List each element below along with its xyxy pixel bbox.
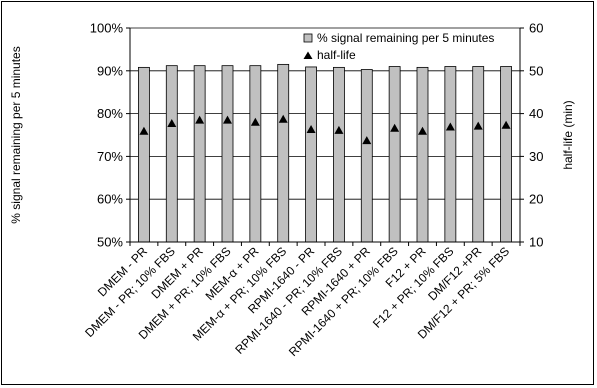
half-life-marker — [167, 119, 177, 128]
bar — [305, 66, 317, 243]
bar — [277, 63, 290, 243]
y-tick-label-right: 30 — [529, 149, 543, 164]
half-life-marker — [223, 115, 232, 124]
legend-bar-label: % signal remaining per 5 minutes — [317, 31, 494, 45]
axes — [126, 27, 524, 246]
y-tick-label-left: 60% — [97, 192, 123, 207]
bar — [360, 69, 373, 243]
bar — [138, 66, 150, 243]
legend-triangle-icon — [303, 51, 313, 59]
y-tick-label-right: 20 — [529, 192, 543, 207]
half-life-marker — [195, 115, 205, 124]
bar — [388, 66, 401, 243]
marker-series — [139, 114, 511, 145]
half-life-marker — [306, 125, 316, 134]
half-life-marker — [139, 126, 149, 135]
bar — [500, 66, 512, 243]
tick-labels: 50% 60% 70% 80% 90% 100% 10 20 30 40 50 60 — [90, 21, 544, 250]
half-life-marker — [250, 117, 260, 126]
bar — [249, 65, 262, 243]
y-tick-label-right: 10 — [529, 235, 543, 250]
bar — [472, 66, 485, 243]
y-tick-label-left: 90% — [97, 63, 123, 78]
y-tick-label-left: 100% — [90, 21, 124, 36]
bar-series — [138, 63, 512, 243]
bar — [444, 66, 457, 243]
bar — [193, 65, 206, 243]
y-tick-label-left: 50% — [97, 235, 123, 250]
half-life-marker — [445, 122, 455, 131]
y-tick-label-right: 60 — [529, 21, 543, 36]
legend-marker-label: half-life — [317, 48, 356, 62]
bar — [221, 65, 234, 243]
bar — [333, 66, 345, 243]
y-tick-label-right: 40 — [529, 106, 543, 121]
y-tick-label-left: 80% — [97, 106, 123, 121]
half-life-marker — [501, 120, 511, 129]
legend: % signal remaining per 5 minutes half-li… — [303, 31, 494, 62]
half-life-marker — [334, 125, 344, 134]
half-life-marker — [362, 136, 372, 145]
y-tick-label-right: 50 — [529, 63, 543, 78]
half-life-marker — [278, 114, 288, 123]
bar — [165, 65, 178, 243]
y-tick-label-left: 70% — [97, 149, 123, 164]
half-life-marker — [390, 123, 400, 132]
half-life-marker — [418, 126, 427, 135]
bar — [416, 66, 429, 243]
legend-bar-swatch — [303, 33, 313, 43]
half-life-marker — [473, 121, 483, 130]
y-axis-label-left: % signal remaining per 5 minutes — [9, 46, 23, 223]
y-axis-label-right: half-life (min) — [561, 100, 575, 169]
